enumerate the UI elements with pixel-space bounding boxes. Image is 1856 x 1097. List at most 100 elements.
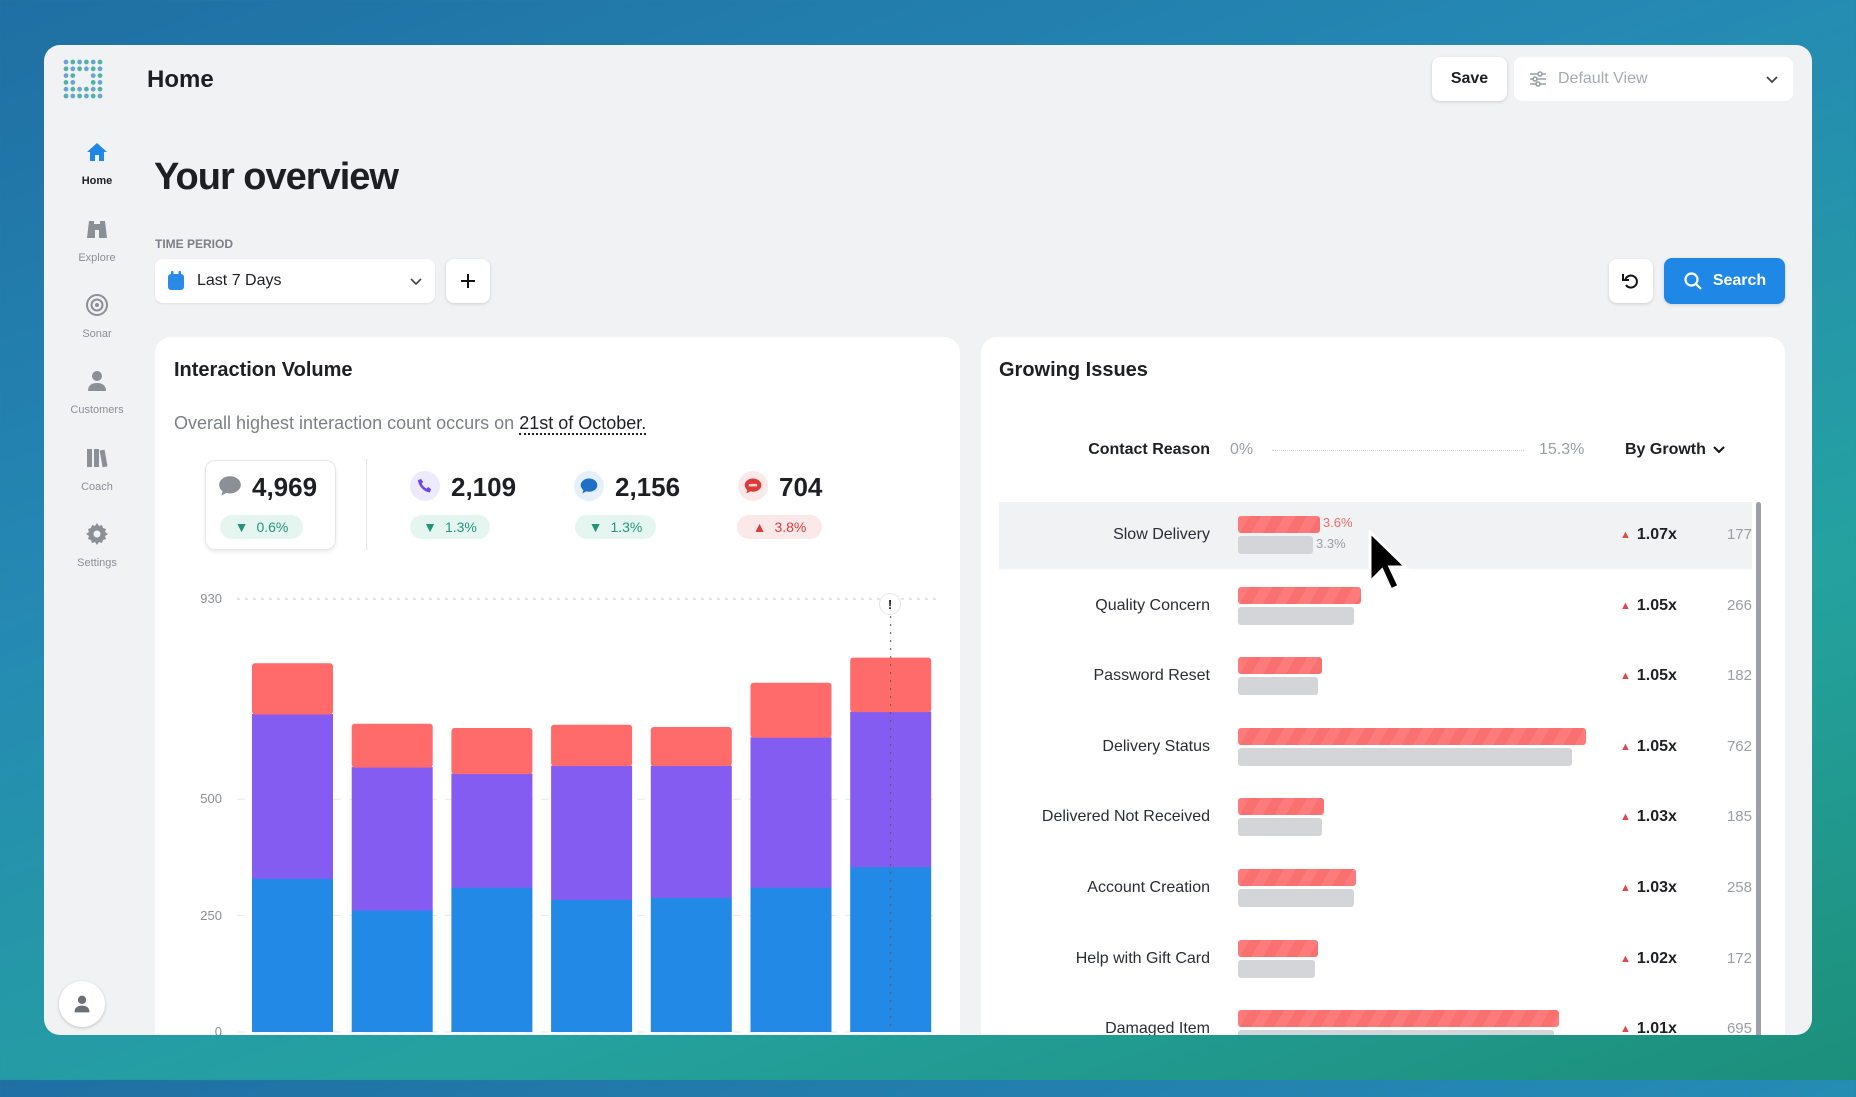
bar-segment-phone[interactable] (551, 765, 633, 900)
calendar-icon (168, 271, 184, 290)
sidebar-item-coach[interactable]: Coach (44, 446, 150, 493)
view-select[interactable]: Default View (1514, 57, 1793, 101)
stat-change-phone: ▼ 1.3% (410, 515, 490, 539)
triangle-down-icon: ▼ (234, 519, 249, 535)
stat-change-value: 3.8% (774, 519, 807, 535)
bar-segment-sms[interactable] (351, 723, 433, 768)
stat-value-all: 4,969 (252, 472, 318, 502)
current-period-bar (1238, 939, 1318, 957)
logo-dot (84, 93, 89, 99)
issue-count: 762 (1726, 737, 1752, 755)
issues-scrollbar[interactable] (1756, 502, 1761, 1035)
peak-annotation-marker[interactable]: ! (879, 593, 901, 615)
bar-segment-chat[interactable] (252, 878, 333, 1032)
bar-segment-chat[interactable] (850, 866, 932, 1032)
stat-card-all-selected[interactable] (205, 460, 336, 550)
sidebar-item-settings[interactable]: Settings (44, 522, 150, 569)
growth-value: 1.01x (1636, 1020, 1677, 1038)
stat-change-chat: ▼ 1.3% (575, 515, 656, 539)
sidebar-item-label: Home (81, 175, 113, 187)
home-icon (87, 143, 107, 161)
account-avatar-button[interactable] (59, 981, 105, 1027)
time-period-value: Last 7 Days (197, 272, 282, 289)
logo-dot (70, 73, 76, 78)
growth-value: 1.07x (1636, 526, 1677, 543)
current-period-bar (1238, 516, 1320, 533)
current-period-bar (1238, 798, 1325, 816)
logo-dot (70, 80, 76, 85)
previous-period-bar (1238, 606, 1354, 625)
growth-indicator: ▲ 1.01x (1620, 1020, 1677, 1038)
bar-segment-chat[interactable] (650, 897, 732, 1032)
triangle-up-icon: ▲ (1620, 1023, 1631, 1036)
search-button[interactable]: Search (1664, 258, 1785, 304)
phone-icon (410, 471, 440, 501)
bar-segment-phone[interactable] (850, 711, 932, 868)
reset-button[interactable] (1609, 259, 1653, 303)
search-icon (1684, 272, 1702, 290)
logo-dot (90, 59, 96, 65)
logo-dot (63, 80, 69, 85)
stat-value-sms: 704 (779, 472, 823, 502)
triangle-down-icon: ▼ (588, 519, 603, 535)
bar-segment-phone[interactable] (451, 773, 533, 888)
bar-segment-sms[interactable] (850, 657, 932, 713)
add-filter-button[interactable] (446, 259, 490, 303)
bar-segment-phone[interactable] (750, 737, 832, 888)
logo-dot (63, 73, 69, 78)
bar-segment-sms[interactable] (252, 663, 333, 715)
sort-select-value: By Growth (1625, 441, 1706, 458)
sidebar-item-explore[interactable]: Explore (44, 217, 150, 264)
sidebar-item-sonar[interactable]: Sonar (44, 293, 150, 340)
bar-segment-chat[interactable] (451, 887, 533, 1032)
logo-dot (97, 59, 103, 65)
bar-segment-sms[interactable] (650, 727, 732, 767)
sidebar-item-label: Sonar (82, 328, 112, 340)
triangle-up-icon: ▲ (752, 519, 767, 535)
logo-dot (63, 86, 69, 92)
triangle-up-icon: ▲ (1620, 740, 1631, 753)
sidebar-item-home[interactable]: Home (44, 140, 150, 187)
bar-segment-sms[interactable] (750, 682, 832, 738)
bar-segment-chat[interactable] (551, 899, 633, 1032)
bar-segment-chat[interactable] (351, 910, 433, 1032)
triangle-down-icon: ▼ (423, 519, 437, 535)
triangle-up-icon: ▲ (1620, 670, 1631, 683)
bar-segment-phone[interactable] (252, 714, 333, 879)
bar-segment-sms[interactable] (451, 727, 533, 775)
logo-dot (63, 66, 69, 72)
chevron-down-icon (410, 278, 422, 286)
y-tick-label: 250 (200, 907, 222, 923)
stat-change-sms: ▲ 3.8% (737, 515, 822, 539)
issue-count: 266 (1726, 596, 1752, 614)
growth-indicator: ▲ 1.03x (1620, 879, 1677, 897)
bar-segment-phone[interactable] (650, 765, 732, 898)
logo-dot (97, 73, 103, 78)
bar-segment-sms[interactable] (551, 724, 633, 767)
stat-value-chat: 2,156 (615, 472, 681, 502)
search-button-label: Search (1712, 272, 1767, 289)
sort-select[interactable]: By Growth (1625, 441, 1726, 459)
chat-icon (574, 471, 604, 501)
issue-label: Account Creation (1087, 879, 1210, 896)
bar-segment-chat[interactable] (750, 887, 832, 1032)
logo-dot (84, 66, 89, 72)
growth-value: 1.05x (1636, 596, 1677, 614)
view-select-value: Default View (1558, 70, 1648, 87)
previous-period-value: 3.3% (1316, 536, 1346, 551)
time-period-select[interactable]: Last 7 Days (155, 259, 435, 303)
issue-count: 695 (1726, 1020, 1752, 1038)
logo-dot (97, 66, 103, 72)
peak-date-link[interactable]: 21st of October. (519, 413, 647, 435)
column-header-contact-reason: Contact Reason (1088, 441, 1210, 458)
target-icon (86, 294, 108, 316)
y-tick-label: 500 (200, 791, 222, 807)
stat-value-phone: 2,109 (451, 472, 517, 502)
issue-count: 258 (1726, 879, 1752, 896)
sidebar-item-label: Coach (81, 481, 113, 493)
growth-indicator: ▲ 1.07x (1620, 526, 1677, 544)
bar-segment-phone[interactable] (351, 767, 433, 911)
save-button[interactable]: Save (1432, 57, 1507, 101)
current-period-bar (1238, 869, 1357, 886)
sidebar-item-customers[interactable]: Customers (44, 369, 150, 416)
